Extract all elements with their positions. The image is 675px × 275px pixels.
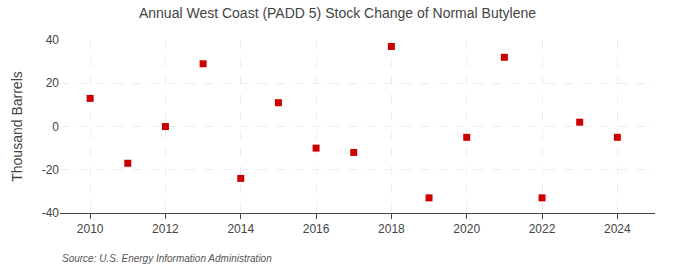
svg-text:0: 0	[52, 120, 59, 134]
svg-text:Annual West Coast (PADD 5) Sto: Annual West Coast (PADD 5) Stock Change …	[139, 5, 536, 21]
svg-text:2022: 2022	[529, 222, 556, 236]
svg-text:Source: U.S. Energy Informatio: Source: U.S. Energy Information Administ…	[62, 253, 272, 264]
svg-text:Thousand Barrels: Thousand Barrels	[9, 71, 25, 182]
svg-text:2024: 2024	[604, 222, 631, 236]
svg-text:2020: 2020	[453, 222, 480, 236]
svg-text:2018: 2018	[378, 222, 405, 236]
svg-text:2014: 2014	[227, 222, 254, 236]
svg-text:40: 40	[46, 33, 60, 47]
svg-text:-40: -40	[42, 206, 60, 220]
svg-text:-20: -20	[42, 163, 60, 177]
svg-text:2010: 2010	[77, 222, 104, 236]
svg-text:20: 20	[46, 76, 60, 90]
svg-text:2012: 2012	[152, 222, 179, 236]
svg-text:2016: 2016	[303, 222, 330, 236]
